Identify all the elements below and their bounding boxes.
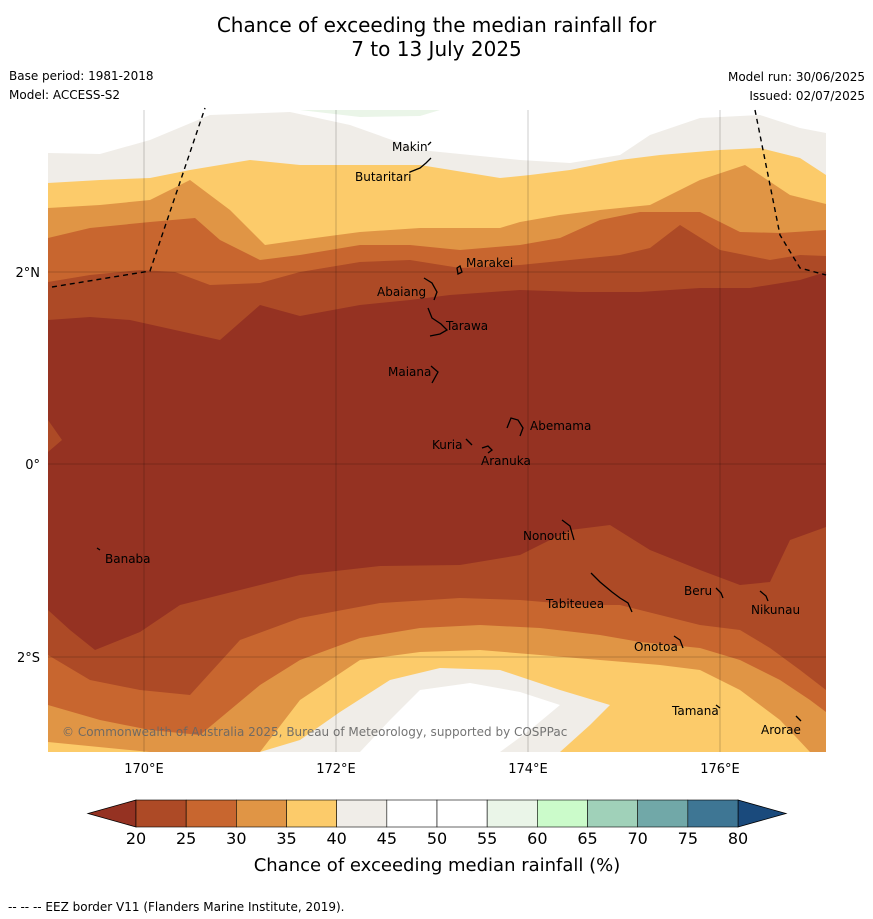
colorbar-tick-label: 40: [326, 829, 346, 848]
longitude-ticks: 170°E 172°E 174°E 176°E: [124, 762, 740, 777]
island-beru: [715, 587, 724, 599]
label-makin: Makin: [392, 140, 428, 154]
island-abaiang: [423, 277, 438, 301]
island-tarawa: [427, 307, 449, 337]
label-marakei: Marakei: [466, 256, 513, 270]
label-maiana: Maiana: [388, 365, 431, 379]
tick-174e: 174°E: [508, 762, 548, 777]
graticule: [48, 110, 826, 752]
contour-45-55-south: [360, 683, 560, 752]
label-aranuka: Aranuka: [481, 454, 531, 468]
colorbar-tick-label: 30: [226, 829, 246, 848]
label-tabiteuea: Tabiteuea: [545, 597, 604, 611]
colorbar-segment: [336, 799, 388, 828]
tick-176e: 176°E: [700, 762, 740, 777]
label-abemama: Abemama: [530, 419, 591, 433]
colorbar-tick-label: 45: [377, 829, 397, 848]
island-banaba: [96, 547, 101, 551]
eez-border-west: [51, 107, 206, 288]
label-butaritari: Butaritari: [355, 170, 412, 184]
label-onotoa: Onotoa: [634, 640, 678, 654]
colorbar-segment: [185, 799, 237, 828]
tick-2s: 2°S: [17, 651, 40, 666]
island-butaritari: [409, 157, 432, 173]
colorbar: 20 25 30 35 40 45 50 55 60 65 70 75 80: [86, 799, 788, 848]
island-maiana: [430, 365, 439, 384]
colorbar-tick-label: 25: [176, 829, 196, 848]
contour-55-60-north: [300, 110, 440, 117]
label-banaba: Banaba: [105, 552, 151, 566]
colorbar-segment: [286, 799, 337, 828]
colorbar-tick-label: 55: [477, 829, 497, 848]
island-tamana: [715, 704, 721, 709]
colorbar-title: Chance of exceeding median rainfall (%): [254, 855, 621, 876]
tick-172e: 172°E: [316, 762, 356, 777]
colorbar-tick-label: 50: [427, 829, 447, 848]
copyright-notice: © Commonwealth of Australia 2025, Bureau…: [62, 725, 567, 739]
colorbar-segment: [135, 799, 187, 828]
island-tabiteuea: [590, 572, 633, 613]
label-tarawa: Tarawa: [445, 319, 488, 333]
map-title-line1: Chance of exceeding the median rainfall …: [216, 13, 657, 37]
colorbar-tick-label: 75: [678, 829, 698, 848]
probability-contours: [48, 110, 826, 752]
island-kuria: [465, 438, 473, 446]
colorbar-segment: [486, 799, 538, 828]
colorbar-tick-label: 65: [577, 829, 597, 848]
island-onotoa: [673, 635, 684, 649]
eez-border: [51, 107, 827, 288]
colorbar-segment: [687, 799, 739, 828]
map-title-line2: 7 to 13 July 2025: [351, 37, 522, 61]
colorbar-segment: [236, 799, 287, 828]
place-labels: Makin Butaritari Marakei Abaiang Tarawa …: [105, 140, 801, 737]
island-arorae: [795, 715, 802, 722]
colorbar-over-arrow: [737, 799, 788, 828]
base-period: Base period: 1981-2018: [9, 69, 154, 83]
colorbar-segment: [537, 799, 588, 828]
island-nonouti: [561, 519, 575, 541]
island-aranuka: [481, 445, 493, 454]
label-nonouti: Nonouti: [523, 529, 570, 543]
label-kuria: Kuria: [432, 438, 463, 452]
colorbar-segment: [436, 799, 488, 828]
tick-170e: 170°E: [124, 762, 164, 777]
label-nikunau: Nikunau: [751, 603, 800, 617]
islands: [96, 141, 802, 722]
tick-0: 0°: [25, 458, 40, 473]
label-tamana: Tamana: [671, 704, 719, 718]
label-beru: Beru: [684, 584, 712, 598]
island-abemama: [506, 417, 524, 437]
contour-small-west: [48, 420, 62, 452]
island-nikunau: [759, 590, 769, 602]
latitude-ticks: 2°N 0° 2°S: [16, 266, 41, 666]
colorbar-tick-label: 60: [527, 829, 547, 848]
colorbar-under-arrow: [86, 799, 137, 828]
island-makin: [427, 141, 432, 146]
colorbar-tick-label: 35: [276, 829, 296, 848]
label-arorae: Arorae: [761, 723, 801, 737]
issued-date: Issued: 02/07/2025: [749, 89, 865, 103]
colorbar-segment: [637, 799, 689, 828]
eez-border-east: [754, 109, 827, 276]
label-abaiang: Abaiang: [377, 285, 426, 299]
colorbar-segment: [587, 799, 638, 828]
island-marakei: [456, 264, 463, 275]
colorbar-tick-label: 80: [728, 829, 748, 848]
eez-footnote: -- -- -- EEZ border V11 (Flanders Marine…: [8, 900, 345, 914]
colorbar-segment: [386, 799, 438, 828]
colorbar-tick-label: 20: [126, 829, 146, 848]
model-run: Model run: 30/06/2025: [727, 70, 865, 84]
model-name: Model: ACCESS-S2: [9, 88, 121, 102]
colorbar-tick-label: 70: [627, 829, 647, 848]
tick-2n: 2°N: [16, 266, 41, 281]
